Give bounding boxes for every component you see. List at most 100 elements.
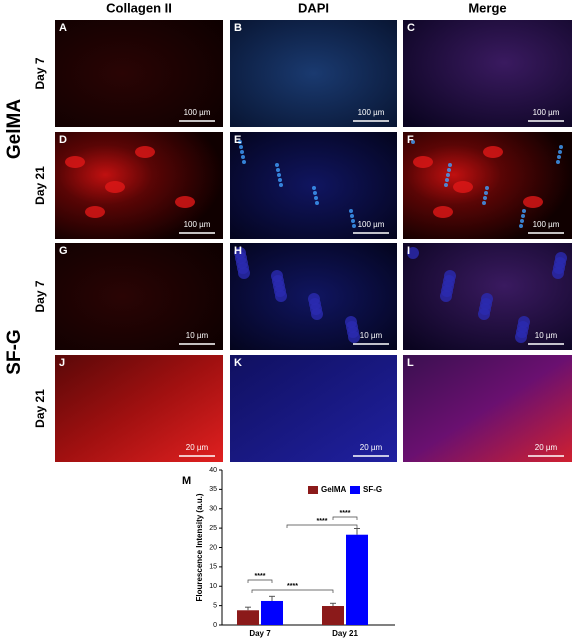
nucleus [440, 290, 452, 302]
row-label: Day 21 [33, 166, 47, 205]
nucleus [238, 140, 242, 144]
nucleus [521, 214, 525, 218]
panel-letter: C [407, 22, 415, 34]
nucleus [448, 163, 452, 167]
collagen-spot [483, 146, 503, 158]
nucleus [519, 224, 523, 228]
micrograph [230, 132, 397, 239]
panel-letter: G [59, 245, 68, 257]
nucleus [447, 168, 451, 172]
panel-letter: L [407, 357, 414, 369]
nucleus [278, 178, 282, 182]
nucleus [444, 183, 448, 187]
column-header: Collagen II [106, 0, 172, 15]
nucleus [445, 178, 449, 182]
panel-letter: F [407, 134, 414, 146]
y-tick-label: 0 [213, 622, 217, 629]
nucleus [275, 290, 287, 302]
significance-bracket [332, 516, 358, 520]
group-label: GelMA [4, 99, 25, 159]
micrograph [55, 243, 223, 350]
nucleus [313, 191, 317, 195]
significance-bracket [247, 579, 273, 583]
y-tick-label: 20 [209, 544, 217, 551]
significance-label: **** [340, 510, 351, 517]
y-tick-label: 35 [209, 486, 217, 493]
panel-grid: Collagen II DAPI Merge GelMA Day 7 Day 21 SF-G… [4, 0, 572, 462]
nucleus [312, 186, 316, 190]
collagen-spot [413, 156, 433, 168]
y-tick-label: 5 [213, 602, 217, 609]
nucleus [559, 145, 563, 149]
collagen-spot [175, 196, 195, 208]
significance-label: **** [317, 518, 328, 525]
panel-letter: A [59, 22, 67, 34]
collagen-spot [135, 146, 155, 158]
panel-letter: E [234, 134, 241, 146]
legend-swatch [350, 486, 360, 494]
collagen-spot [453, 181, 473, 193]
legend-label: GelMA [321, 485, 347, 494]
micrograph [403, 20, 572, 127]
nucleus [558, 150, 562, 154]
nucleus [279, 183, 283, 187]
scale-label: 100 µm [358, 220, 385, 229]
collagen-spot [65, 156, 85, 168]
nucleus [522, 209, 526, 213]
nucleus [241, 155, 245, 159]
scale-label: 10 µm [186, 331, 209, 340]
bar [261, 600, 283, 625]
micrograph [230, 20, 397, 127]
panel-letter: B [234, 22, 242, 34]
significance-bracket [251, 589, 334, 593]
panel-letter: D [59, 134, 67, 146]
x-tick-label: Day 21 [332, 629, 358, 638]
nucleus [556, 160, 560, 164]
nucleus [478, 308, 490, 320]
nucleus [446, 173, 450, 177]
scale-label: 100 µm [358, 108, 385, 117]
nucleus [238, 267, 250, 279]
micrograph [230, 355, 397, 462]
nucleus [276, 168, 280, 172]
significance-bracket [286, 524, 358, 528]
bar [237, 610, 259, 625]
nucleus [352, 224, 356, 228]
significance-label: **** [287, 583, 298, 590]
nucleus [482, 201, 486, 205]
micrograph [403, 355, 572, 462]
nucleus [407, 247, 419, 259]
scale-label: 100 µm [184, 220, 211, 229]
scale-label: 100 µm [184, 108, 211, 117]
nucleus [240, 150, 244, 154]
y-tick-label: 10 [209, 583, 217, 590]
column-header: Merge [468, 0, 506, 15]
bar-chart: M 0 5 10 15 20 25 30 35 40 Flourescence Intensity … [182, 467, 395, 638]
scale-label: 10 µm [360, 331, 383, 340]
y-tick-label: 40 [209, 467, 217, 474]
scale-label: 20 µm [360, 443, 383, 452]
bar [322, 606, 344, 625]
panel-letter: H [234, 245, 242, 257]
row-label: Day 7 [33, 280, 47, 312]
nucleus [311, 308, 323, 320]
row-label: Day 21 [33, 389, 47, 428]
nucleus [242, 160, 246, 164]
nucleus [275, 163, 279, 167]
micrograph [55, 20, 223, 127]
nucleus [552, 267, 564, 279]
significance-label: **** [255, 573, 266, 580]
bar [346, 534, 368, 625]
nucleus [520, 219, 524, 223]
y-tick-label: 15 [209, 564, 217, 571]
row-label: Day 7 [33, 57, 47, 89]
nucleus [515, 331, 527, 343]
group-label: SF-G [4, 329, 25, 374]
panel-letter: K [234, 357, 242, 369]
scale-label: 10 µm [535, 331, 558, 340]
column-header: DAPI [298, 0, 329, 15]
scale-label: 100 µm [533, 108, 560, 117]
collagen-spot [523, 196, 543, 208]
collagen-spot [105, 181, 125, 193]
